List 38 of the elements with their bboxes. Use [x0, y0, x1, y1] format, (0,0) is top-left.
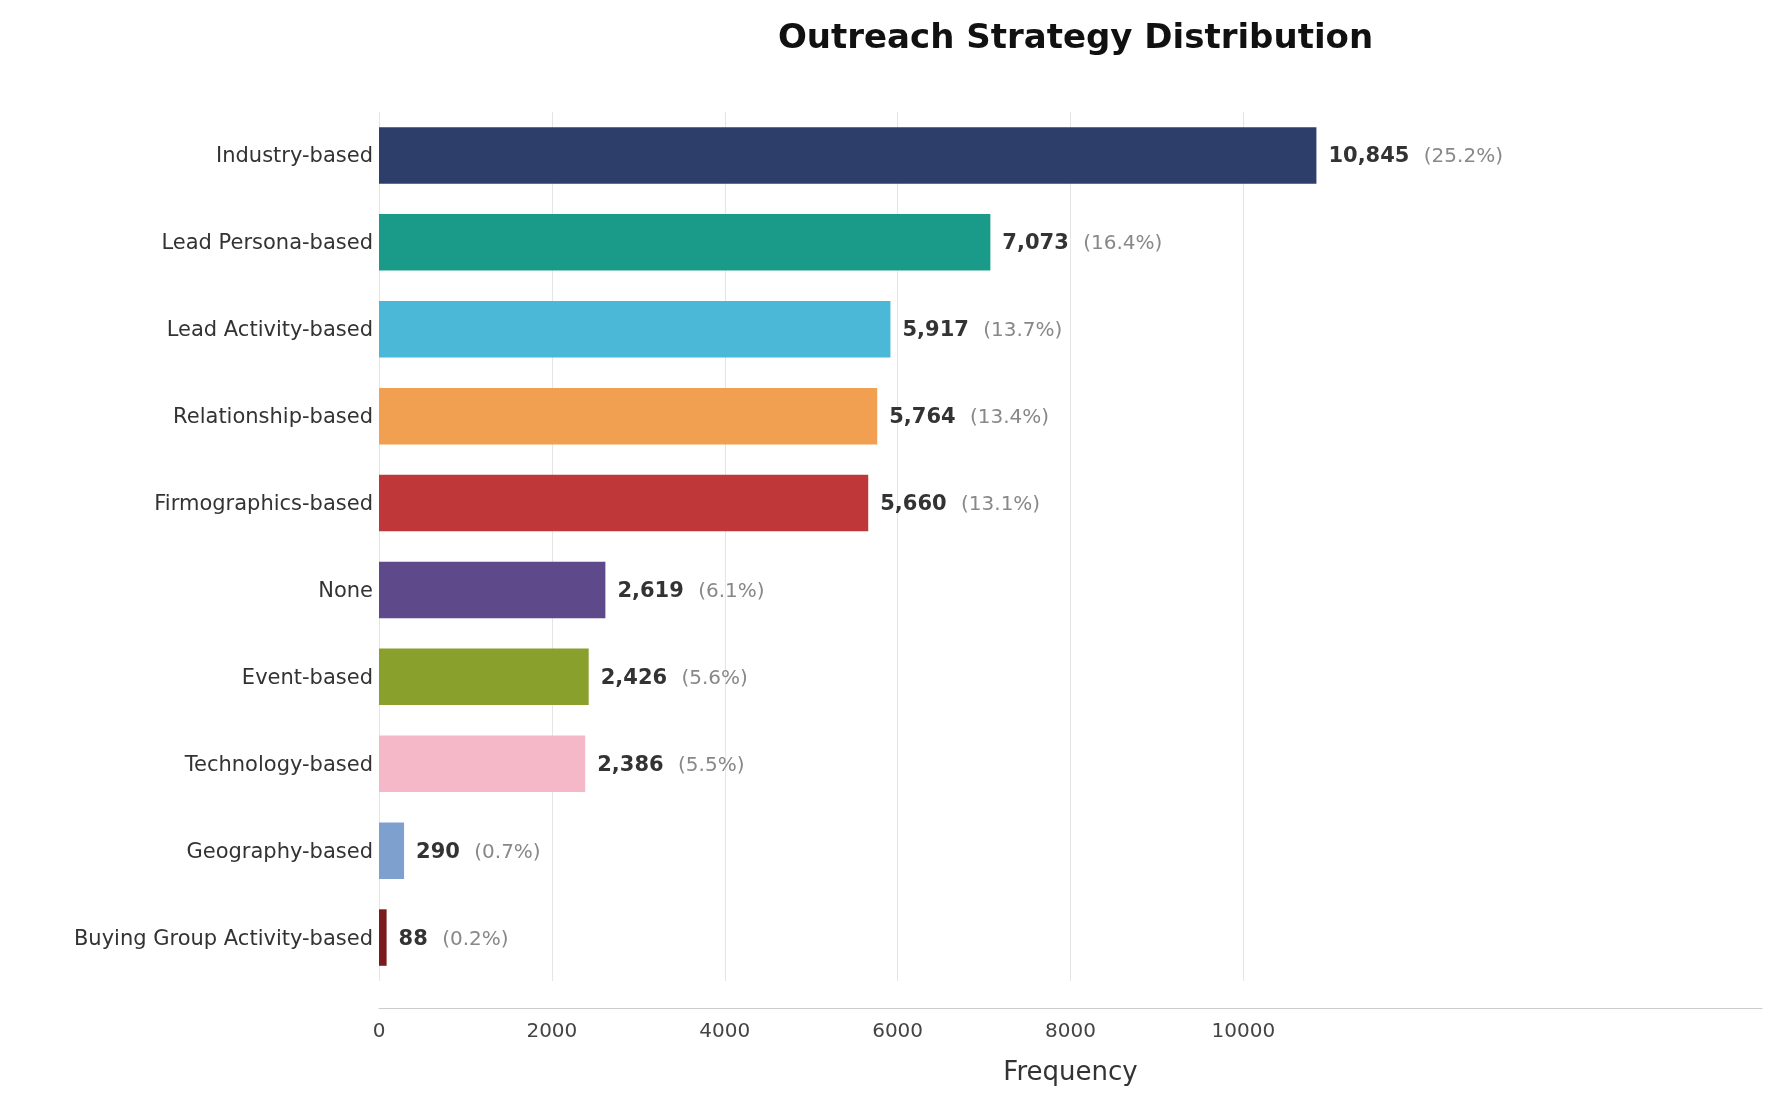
data-label: 5,917 (13.7%) — [902, 317, 1063, 342]
chart-title: Outreach Strategy Distribution — [777, 16, 1374, 56]
data-label: 290 (0.7%) — [416, 838, 541, 863]
x-tick-label: 2000 — [526, 1018, 578, 1042]
y-tick-label: Lead Activity-based — [166, 317, 373, 342]
y-tick-label: Relationship-based — [173, 404, 373, 429]
y-tick-label: Firmographics-based — [154, 491, 373, 516]
data-label: 10,845 (25.2%) — [1328, 143, 1503, 168]
data-label: 5,660 (13.1%) — [880, 491, 1041, 516]
data-label: 7,073 (16.4%) — [1002, 230, 1163, 255]
y-tick-label: Event-based — [241, 664, 373, 689]
x-tick-label: 6000 — [872, 1018, 924, 1042]
bar — [379, 735, 586, 792]
bar — [379, 387, 878, 445]
y-tick-label: Industry-based — [216, 143, 373, 168]
bar — [379, 648, 589, 706]
x-tick-label: 8000 — [1045, 1018, 1096, 1042]
y-tick-label: None — [318, 577, 373, 602]
x-tick-label: 4000 — [699, 1018, 751, 1042]
y-tick-label: Geography-based — [186, 838, 373, 863]
bar — [379, 822, 405, 879]
bar — [379, 214, 991, 271]
x-axis-title: Frequency — [1003, 1056, 1138, 1086]
data-label: 2,619 (6.1%) — [617, 577, 765, 602]
data-label: 88 (0.2%) — [398, 925, 509, 950]
bar — [379, 127, 1317, 184]
data-label: 5,764 (13.4%) — [889, 404, 1050, 429]
y-tick-label: Buying Group Activity-based — [73, 925, 373, 950]
data-label: 2,426 (5.6%) — [600, 664, 748, 689]
data-label: 2,386 (5.5%) — [597, 751, 745, 776]
bar — [379, 474, 869, 532]
bar — [379, 909, 387, 966]
y-tick-label: Lead Persona-based — [161, 230, 373, 255]
x-tick-label: 0 — [372, 1018, 386, 1042]
y-tick-label: Technology-based — [183, 751, 373, 776]
bar — [379, 301, 891, 358]
x-tick-label: 10000 — [1211, 1018, 1276, 1042]
bar — [379, 561, 606, 619]
